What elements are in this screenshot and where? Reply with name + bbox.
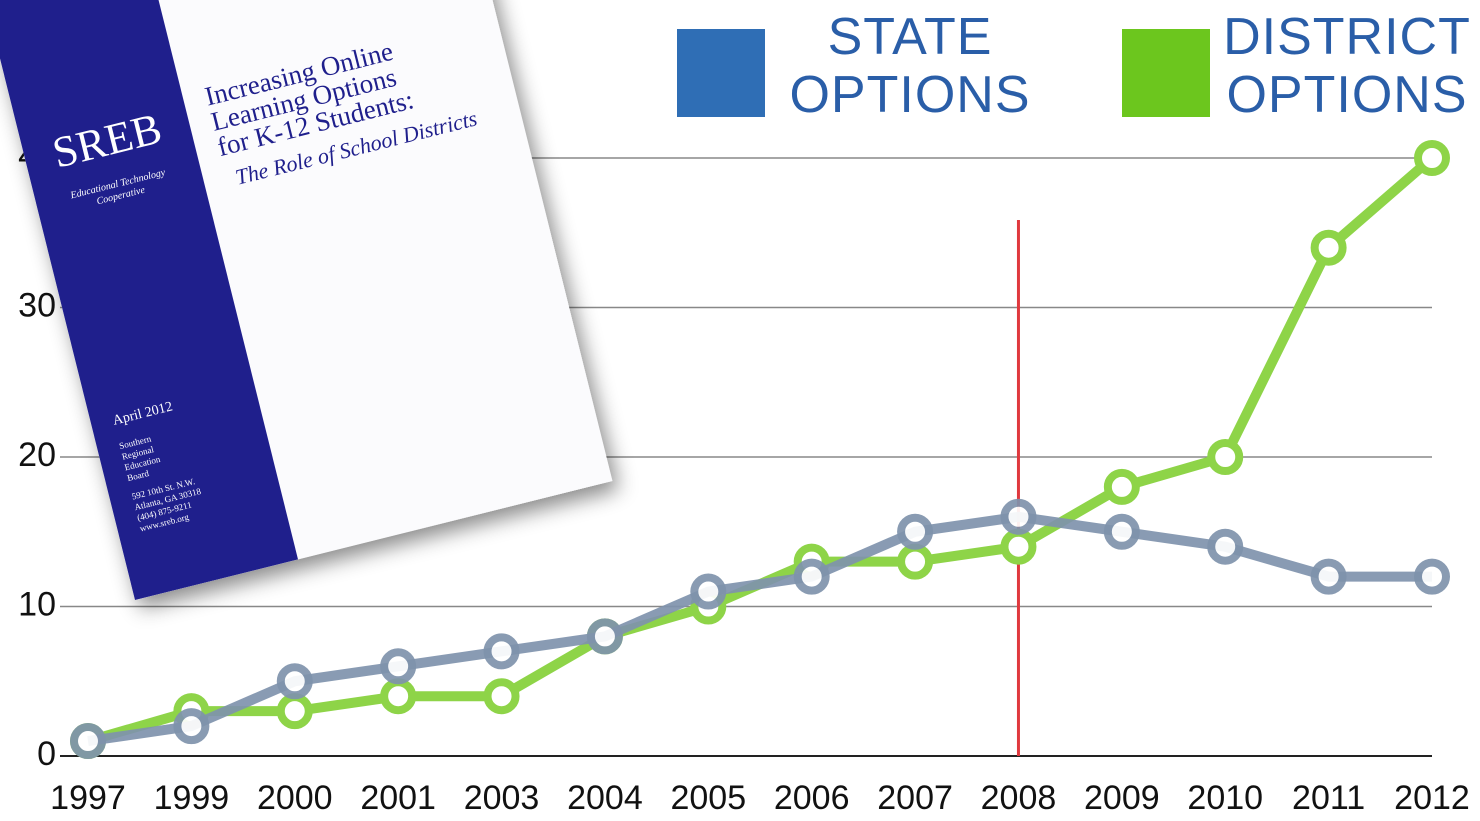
slide: 0102030401997199920002001200320042005200… [0, 0, 1480, 821]
report-cover: SREB Educational Technology Cooperative … [0, 0, 1480, 821]
